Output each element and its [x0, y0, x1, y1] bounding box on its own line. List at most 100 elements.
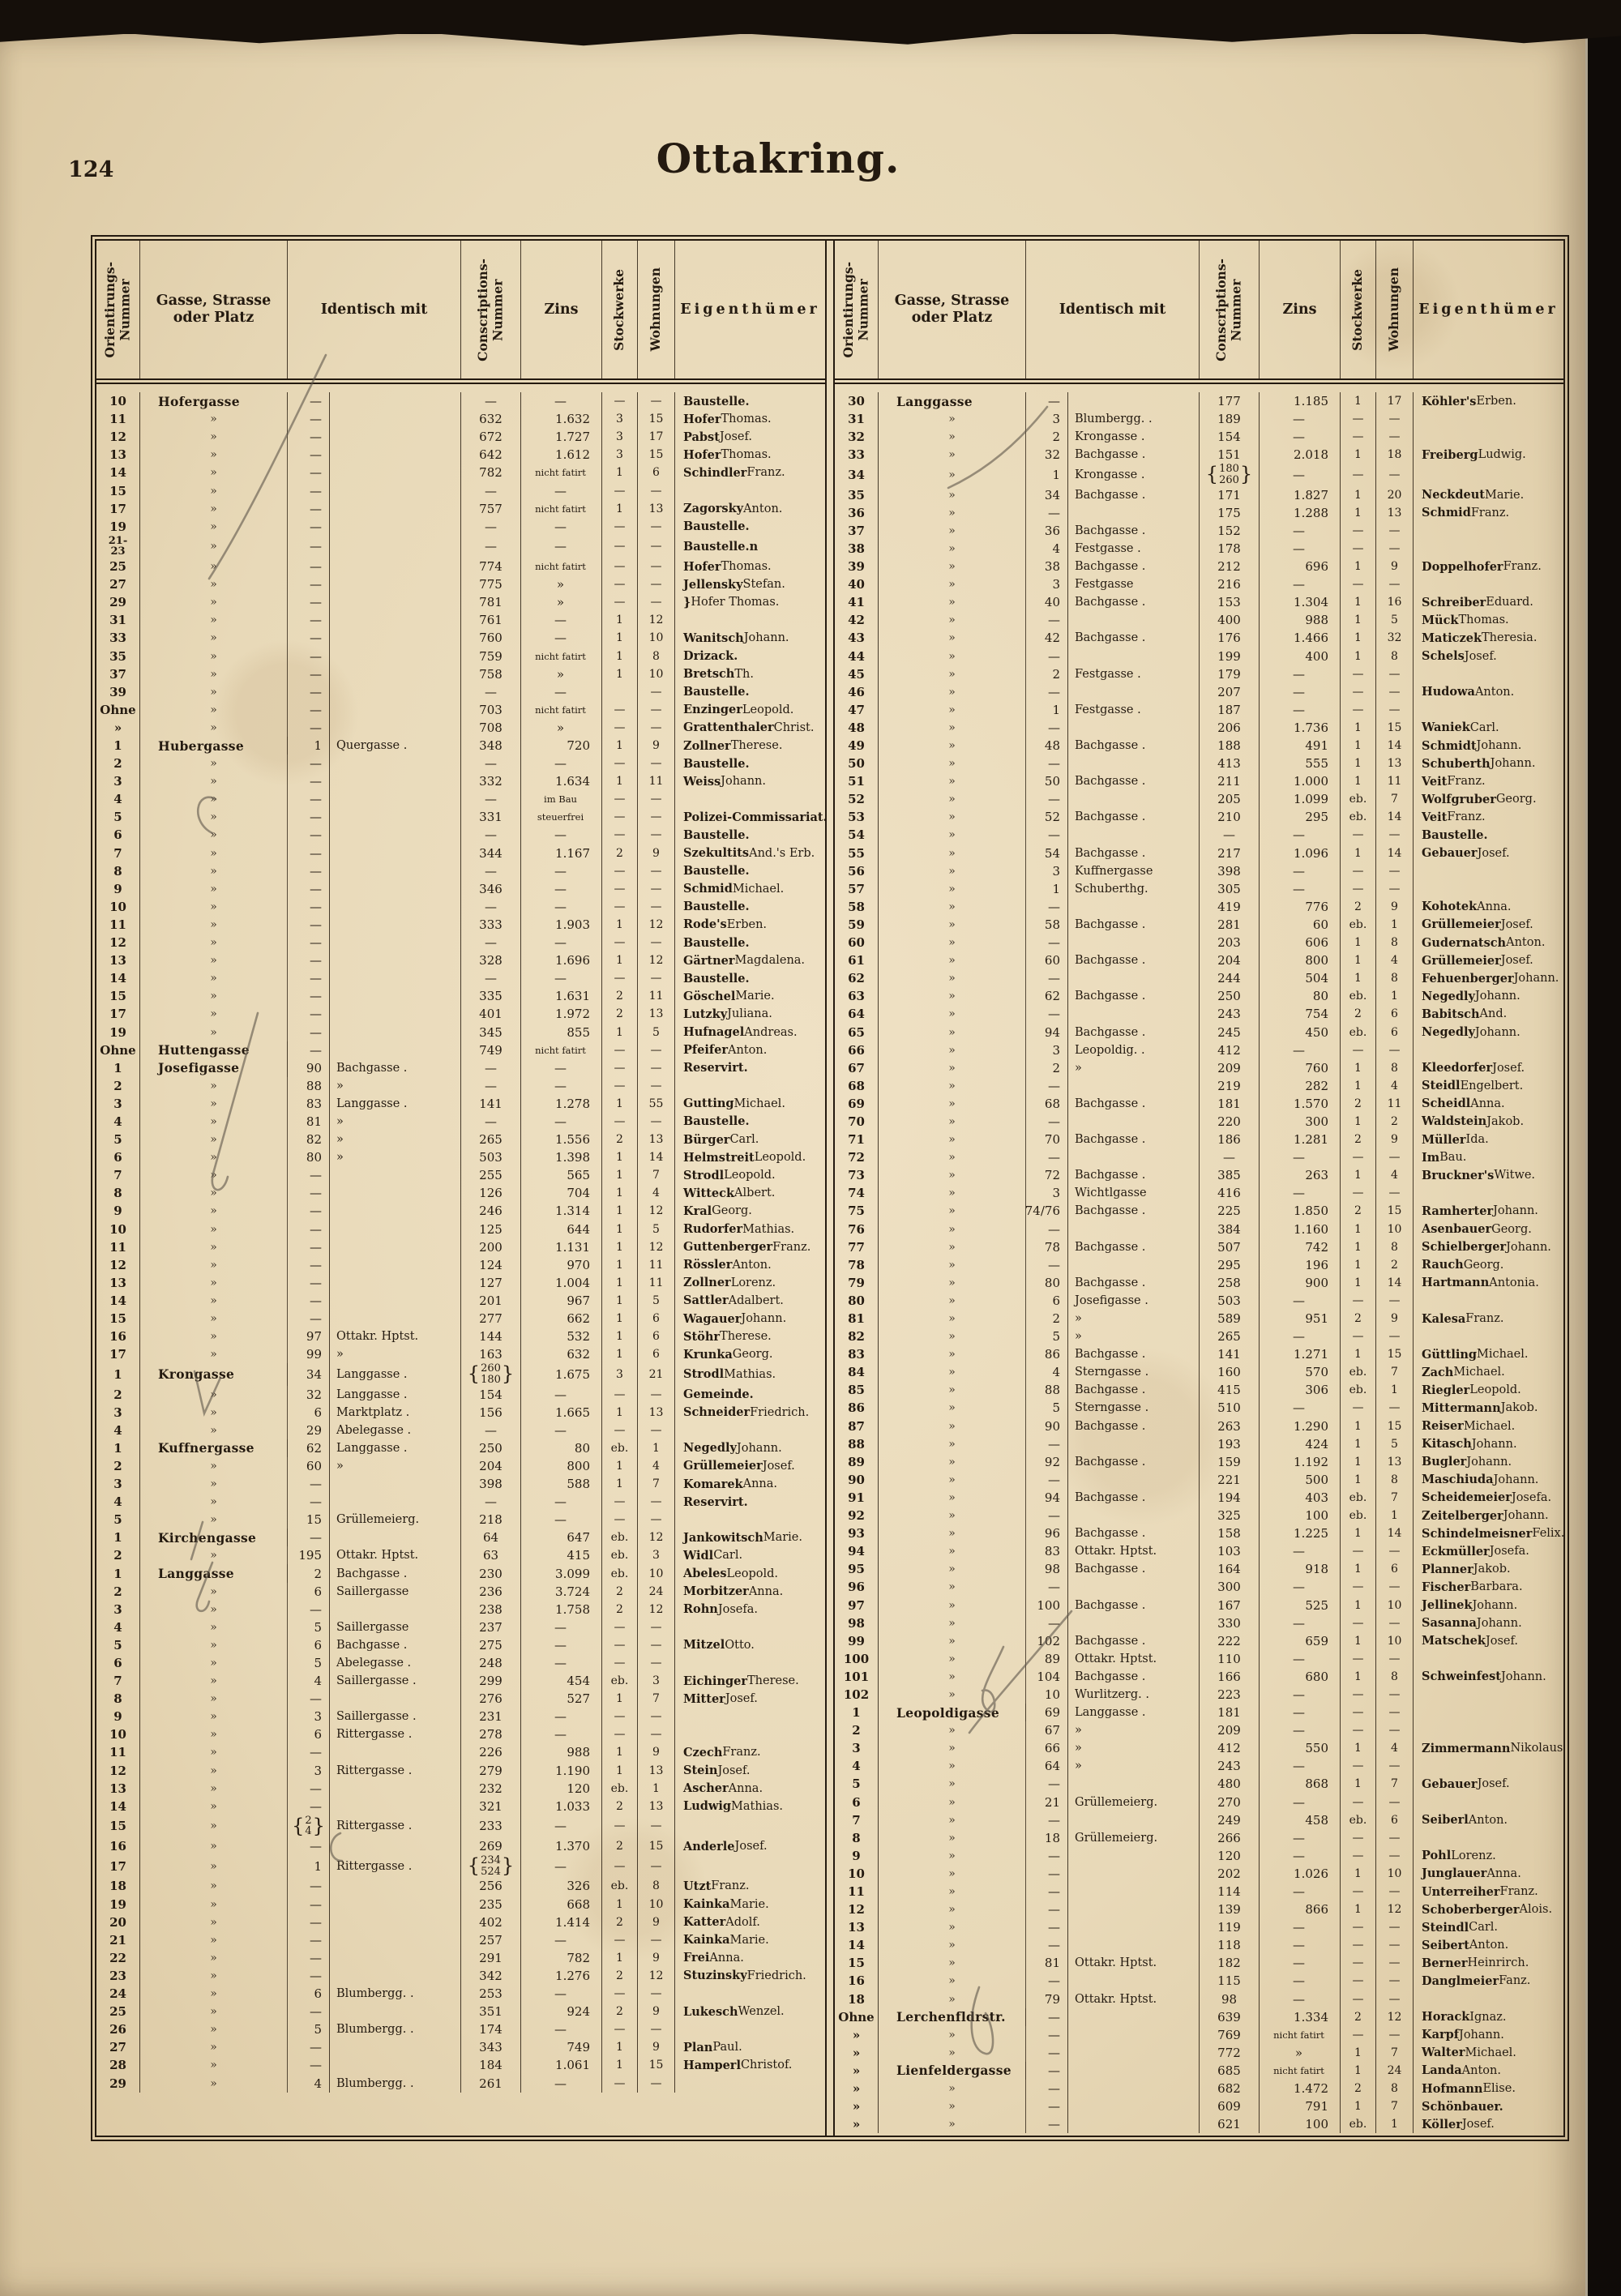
cell-street: »	[879, 862, 1026, 880]
cell-conscription: 325	[1200, 1507, 1260, 1525]
cell-floors: —	[1341, 1649, 1376, 1668]
table-row: 38» 4 Festgasse . 178— — —	[835, 539, 1563, 558]
cell-floors: 1	[1341, 485, 1376, 504]
cell-street: »	[879, 772, 1026, 791]
cell-owner: Mittermann Jakob.	[1422, 1400, 1538, 1415]
cell-conscription: 110	[1200, 1649, 1260, 1668]
cell-owner: Schels Josef.	[1422, 649, 1497, 664]
cell-conscription: 244	[1200, 969, 1260, 988]
cell-floors: 1	[1341, 558, 1376, 576]
cell-dwellings: —	[1376, 1148, 1414, 1167]
table-row: »» —682 1.472 2 8 Hofmann Elise.	[835, 2080, 1563, 2098]
cell-floors: 2	[602, 2003, 638, 2021]
table-row: 100» 89 Ottakr. Hptst. 110— — —	[835, 1649, 1563, 1668]
cell-conscription: 682	[1200, 2080, 1260, 2098]
cell-orient: 10	[96, 1220, 140, 1238]
cell-owner	[675, 481, 825, 499]
cell-owner: Grüllemeier Josef.	[1422, 917, 1533, 932]
cell-street: »	[140, 2038, 288, 2057]
cell-conscription: 156	[461, 1403, 521, 1422]
cell-ident-num: 82	[288, 1131, 330, 1149]
table-row: 21- 23» — — — — — Baustelle.n	[96, 535, 825, 558]
cell-conscription: 333	[461, 915, 521, 934]
cell-conscription: 152	[1200, 521, 1260, 540]
cell-owner: Ramherter Johann.	[1422, 1204, 1538, 1218]
cell-zins: —	[521, 934, 602, 952]
cell-dwellings: —	[638, 1855, 675, 1878]
cell-street: »	[879, 464, 1026, 486]
cell-orient: 3	[96, 1094, 140, 1113]
cell-ident-name	[1068, 647, 1200, 665]
cell-owner: Lukesch Wenzel.	[683, 2004, 785, 2019]
table-row: 15» — — — — —	[96, 481, 825, 500]
cell-zins: 120	[521, 1779, 602, 1798]
cell-ident-num: 78	[1026, 1238, 1068, 1256]
cell-ident-num: —	[1026, 1148, 1068, 1167]
cell-floors: 1	[1341, 647, 1376, 665]
cell-ident-num: —	[1026, 2061, 1068, 2080]
cell-orient: 39	[96, 682, 140, 701]
cell-zins: 1.033	[521, 1797, 602, 1815]
cell-conscription: 621	[1200, 2115, 1260, 2134]
cell-ident-name	[330, 772, 461, 791]
cell-orient: Ohne	[96, 700, 140, 719]
cell-dwellings: 11	[1376, 1094, 1414, 1113]
cell-street: »	[140, 1913, 288, 1931]
cell-zins: —	[521, 517, 602, 536]
cell-zins: —	[1260, 1918, 1341, 1937]
cell-orient: 12	[96, 934, 140, 952]
cell-zins: nicht fatirt	[521, 700, 602, 719]
cell-ident-name	[330, 1202, 461, 1221]
cell-dwellings: —	[638, 1058, 675, 1077]
cell-street: »	[140, 1582, 288, 1601]
cell-ident-num: 40	[1026, 593, 1068, 612]
cell-street: »	[879, 1166, 1026, 1185]
cell-owner: Schweinfest Johann.	[1422, 1670, 1546, 1684]
cell-owner: Baustelle.	[683, 971, 750, 986]
cell-zins: —	[1260, 575, 1341, 594]
cell-conscription: 342	[461, 1966, 521, 1985]
cell-owner: Scheidl Anna.	[1422, 1097, 1505, 1111]
cell-ident-num: —	[288, 446, 330, 464]
cell-floors: 1	[602, 647, 638, 665]
cell-dwellings: —	[638, 1421, 675, 1439]
cell-dwellings: 10	[1376, 1596, 1414, 1614]
table-row: 10» 6 Rittergasse . 278— — —	[96, 1725, 825, 1744]
table-row: 16» —269 1.370 2 15 Anderle Josef.	[96, 1837, 825, 1856]
cell-conscription: 609	[1200, 2097, 1260, 2116]
cell-dwellings: —	[1376, 1846, 1414, 1865]
cell-conscription: 330	[1200, 1614, 1260, 1632]
cell-ident-name	[330, 1255, 461, 1274]
cell-street: »	[140, 1653, 288, 1673]
cell-zins: 1.472	[1260, 2080, 1341, 2098]
cell-zins: 525	[1260, 1596, 1341, 1614]
table-row: 49» 48 Bachgasse . 188 491 1 14 Schmidt Johann.	[835, 736, 1563, 755]
cell-orient: 54	[835, 826, 879, 844]
cell-ident-name: »	[330, 1148, 461, 1167]
table-row: 9» —120— — — Pohl Lorenz.	[835, 1846, 1563, 1865]
table-row: 98» —330— — — Sasanna Johann.	[835, 1614, 1563, 1632]
cell-conscription: 141	[1200, 1345, 1260, 1364]
cell-ident-num: —	[1026, 503, 1068, 522]
cell-dwellings: 8	[1376, 1058, 1414, 1077]
cell-dwellings: 14	[1376, 808, 1414, 827]
cell-ident-name: Rittergasse .	[330, 1725, 461, 1744]
cell-owner: Mitzel Otto.	[683, 1638, 755, 1653]
cell-owner: Hudowa Anton.	[1422, 685, 1515, 699]
table-row: 87» 90 Bachgasse . 263 1.290 1 15 Reiser Michae…	[835, 1417, 1563, 1435]
cell-ident-name: Bachgasse .	[1068, 951, 1200, 970]
table-row: 96» —300— — — Fischer Barbara.	[835, 1578, 1563, 1597]
cell-dwellings: 1	[1376, 987, 1414, 1006]
cell-owner: Baustelle.	[683, 685, 750, 699]
cell-orient: 5	[96, 1131, 140, 1149]
cell-street: »	[879, 1291, 1026, 1310]
cell-orient: 14	[96, 1291, 140, 1310]
cell-orient: »	[835, 2025, 879, 2044]
cell-dwellings: 55	[638, 1094, 675, 1113]
cell-zins: —	[521, 1421, 602, 1439]
cell-dwellings: 4	[1376, 1739, 1414, 1758]
cell-ident-name: Grüllemeierg.	[1068, 1793, 1200, 1811]
cell-dwellings: 8	[1376, 1667, 1414, 1686]
cell-floors: —	[1341, 1148, 1376, 1167]
